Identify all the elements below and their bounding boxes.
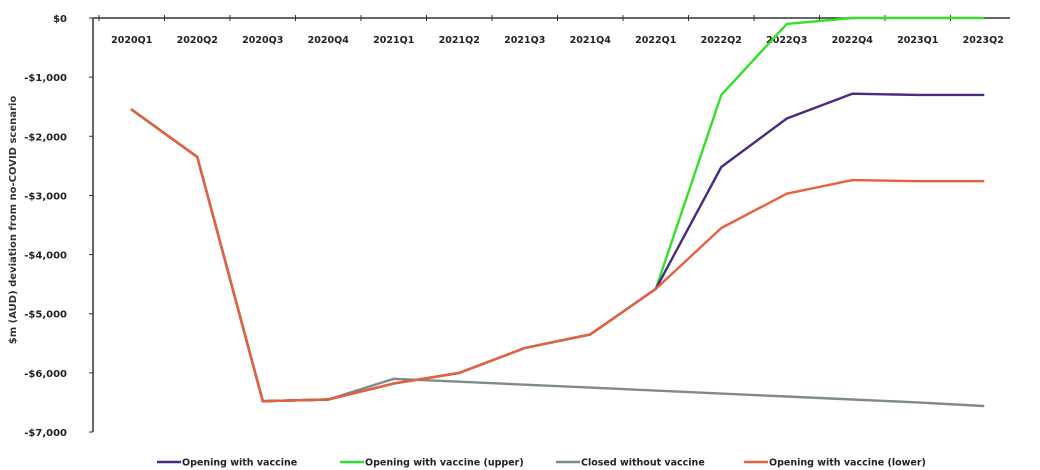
- y-tick-label: -$6,000: [24, 369, 67, 380]
- y-tick-label: -$2,000: [24, 132, 67, 143]
- x-tick-label: 2021Q3: [504, 35, 545, 46]
- x-tick-label: 2020Q4: [308, 35, 350, 46]
- series-line-2: [130, 108, 985, 408]
- x-tick-label: 2023Q1: [897, 35, 938, 46]
- x-tick-label: 2020Q3: [242, 35, 283, 46]
- series-line-1: [130, 16, 985, 403]
- x-tick-label: 2022Q4: [832, 35, 874, 46]
- x-tick-label: 2023Q2: [963, 35, 1004, 46]
- series-line-3: [130, 108, 985, 403]
- legend-label: Opening with vaccine (upper): [365, 458, 524, 469]
- x-tick-label: 2022Q2: [701, 35, 742, 46]
- legend-label: Opening with vaccine (lower): [769, 458, 926, 469]
- y-tick-label: -$1,000: [24, 73, 67, 84]
- legend-label: Opening with vaccine: [182, 458, 297, 469]
- y-tick-label: $0: [53, 14, 67, 25]
- x-tick-label: 2020Q1: [111, 35, 152, 46]
- x-axis: 2020Q1 2020Q2 2020Q3 2020Q4 2021Q1 2021Q2 2021…: [93, 15, 1010, 46]
- legend: Opening with vaccine Opening with vaccine…: [157, 458, 926, 469]
- series-line-0: [130, 92, 985, 403]
- x-tick-label: 2021Q1: [373, 35, 414, 46]
- x-tick-label: 2022Q3: [766, 35, 807, 46]
- y-tick-label: -$4,000: [24, 251, 67, 262]
- y-tick-label: -$5,000: [24, 310, 67, 321]
- y-axis: $0 -$1,000 -$2,000 -$3,000 -$4,000 -$5,000 -$6…: [24, 14, 94, 439]
- series-lines: [130, 16, 985, 408]
- x-tick-label: 2021Q2: [439, 35, 480, 46]
- y-axis-label: $m (AUD) deviation from no-COVID scenari…: [8, 96, 19, 345]
- y-tick-label: -$3,000: [24, 191, 67, 202]
- x-tick-label: 2020Q2: [177, 35, 218, 46]
- x-tick-label: 2021Q4: [570, 35, 612, 46]
- y-tick-label: -$7,000: [24, 428, 67, 439]
- x-tick-label: 2022Q1: [635, 35, 676, 46]
- legend-label: Closed without vaccine: [581, 458, 705, 469]
